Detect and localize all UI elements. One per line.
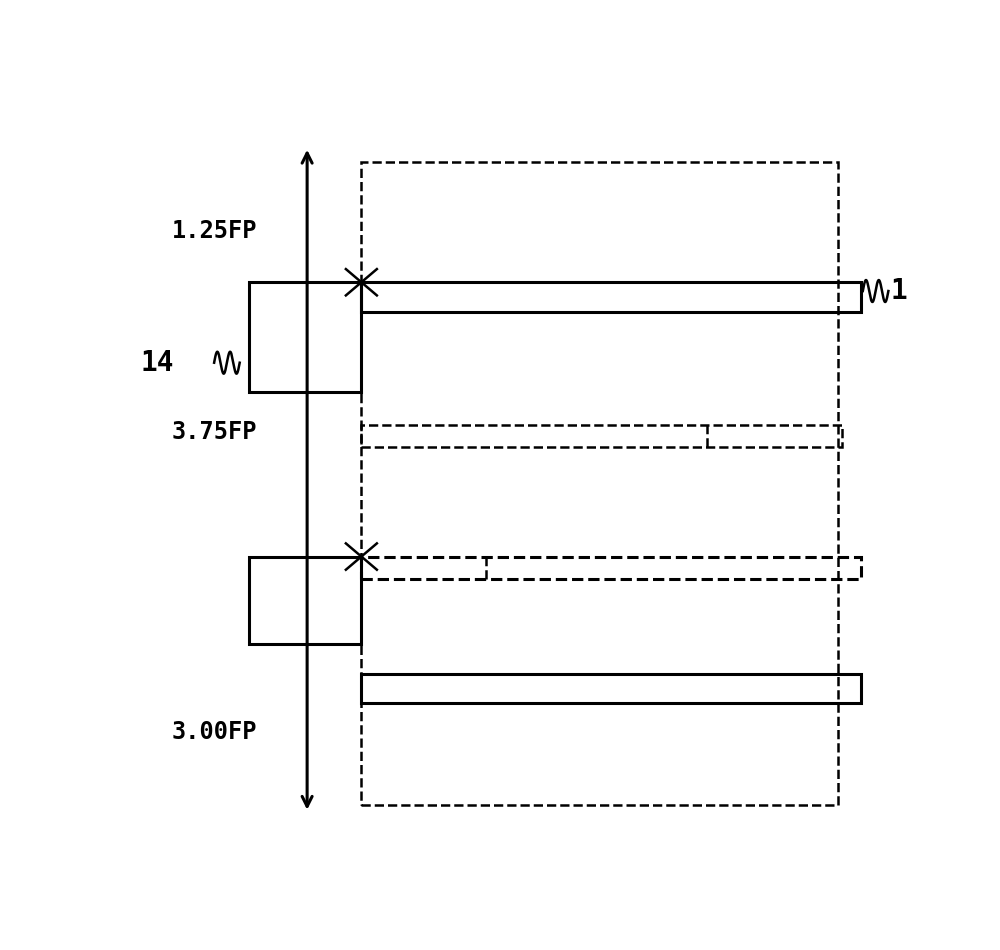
- Bar: [249, 282, 361, 392]
- Text: 14: 14: [140, 349, 174, 377]
- Text: 1: 1: [891, 277, 907, 305]
- Bar: [361, 557, 861, 579]
- Text: 1.25FP: 1.25FP: [172, 219, 257, 243]
- Text: 3.00FP: 3.00FP: [172, 720, 257, 744]
- Bar: [361, 674, 861, 703]
- Bar: [361, 282, 861, 312]
- Bar: [361, 162, 838, 806]
- Bar: [249, 557, 361, 644]
- Text: 3.75FP: 3.75FP: [172, 420, 257, 445]
- Bar: [361, 425, 842, 446]
